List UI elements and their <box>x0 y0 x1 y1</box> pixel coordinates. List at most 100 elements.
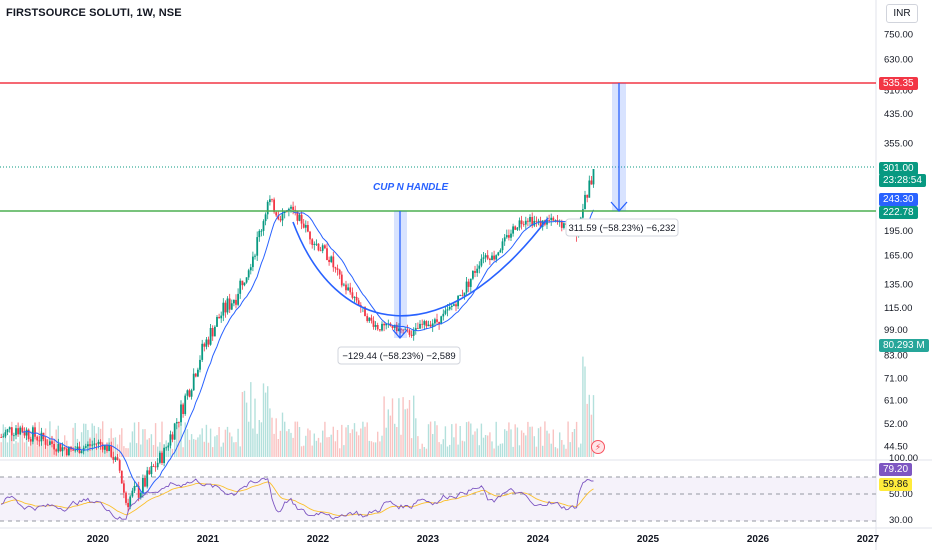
volume-bar <box>514 424 516 457</box>
volume-bar <box>578 447 580 457</box>
candle-body <box>25 429 28 436</box>
candle-body <box>313 243 316 245</box>
lightning-icon[interactable]: ⚡ <box>591 440 605 454</box>
volume-bar <box>548 433 550 457</box>
volume-bar <box>186 429 189 457</box>
volume-bar <box>584 366 586 457</box>
volume-bar <box>396 427 398 457</box>
symbol-title[interactable]: FIRSTSOURCE SOLUTI, 1W, NSE <box>6 7 182 19</box>
candle-body <box>516 227 519 230</box>
volume-bar <box>582 356 584 457</box>
volume-bar <box>372 442 375 457</box>
volume-bar <box>580 443 582 457</box>
candle-body <box>440 316 443 325</box>
volume-bar <box>480 423 483 457</box>
volume-bar <box>336 430 339 457</box>
candle-body <box>279 219 282 221</box>
volume-bar <box>563 444 565 457</box>
candle-body <box>188 390 191 397</box>
candle-body <box>563 223 565 228</box>
candle-body <box>127 502 129 508</box>
volume-bar <box>434 421 436 457</box>
ma-line <box>22 209 594 494</box>
candle-body <box>245 277 248 283</box>
volume-bar <box>387 409 389 457</box>
candle-body <box>345 284 347 291</box>
volume-bar <box>294 421 296 457</box>
candle-body <box>159 452 161 463</box>
candle-body <box>118 460 121 471</box>
candle-body <box>106 445 108 451</box>
volume-bar <box>205 424 208 457</box>
volume-bar <box>527 421 529 457</box>
volume-bar <box>0 442 2 457</box>
volume-bar <box>510 429 512 457</box>
candle-body <box>302 223 305 228</box>
candle-body <box>241 280 244 286</box>
candle-body <box>590 180 593 185</box>
time-axis[interactable]: 2020 2021 2022 2023 2024 2025 2026 2027 <box>87 534 880 545</box>
candle-body <box>586 194 589 198</box>
currency-button[interactable]: INR <box>886 4 918 23</box>
volume-bar <box>408 400 411 457</box>
cup-curve[interactable] <box>292 217 549 317</box>
rsi-ma-badge: 59.86 <box>879 478 913 491</box>
volume-bar <box>262 383 265 457</box>
volume-bar <box>531 426 533 457</box>
volume-bar <box>377 431 379 457</box>
candle-body <box>254 255 256 257</box>
candle-body <box>216 317 218 327</box>
candle-body <box>180 404 182 423</box>
candle-body <box>125 492 127 503</box>
candle-body <box>112 456 115 460</box>
target-measure-label-box <box>565 218 679 237</box>
volume-bar <box>453 437 455 457</box>
candle-body <box>501 241 504 251</box>
volume-bar <box>550 443 552 457</box>
volume-bar <box>214 436 216 457</box>
candle-body <box>379 329 381 331</box>
candle-body <box>469 278 472 287</box>
support-price-badge: 222.78 <box>879 206 918 219</box>
candle-body <box>421 323 424 325</box>
cup-measure-label-box <box>337 346 461 365</box>
volume-bar <box>419 448 421 457</box>
volume-bar <box>281 412 284 457</box>
volume-bar <box>226 426 229 457</box>
candle-body <box>101 444 104 450</box>
volume-bar <box>417 436 419 457</box>
price-axis[interactable]: 750.00630.00510.00435.00355.00301.00243.… <box>884 29 913 452</box>
candle-body <box>186 390 189 396</box>
price-tick: 750.00 <box>884 29 913 40</box>
volume-bar <box>539 426 542 457</box>
candle-body <box>402 329 404 331</box>
volume-bar <box>567 421 569 457</box>
volume-bar <box>17 442 19 457</box>
volume-bar <box>476 428 478 457</box>
volume-bar <box>144 429 146 457</box>
candle-body <box>205 339 208 347</box>
candle-body <box>514 226 517 230</box>
candle-body <box>156 462 159 468</box>
volume-bar <box>216 435 218 457</box>
time-tick: 2026 <box>747 534 770 545</box>
candle-body <box>201 343 204 360</box>
candle-body <box>120 470 123 484</box>
volume-bar <box>195 439 197 457</box>
candle-body <box>482 257 485 259</box>
candle-body <box>228 298 231 310</box>
candle-body <box>311 239 314 245</box>
candle-body <box>182 404 184 414</box>
volume-bar <box>461 440 464 457</box>
volume-bar <box>305 435 307 457</box>
volume-bar <box>209 428 212 457</box>
candle-body <box>68 446 70 456</box>
volume-bar <box>484 435 487 457</box>
candle-body <box>235 299 237 305</box>
volume-bar <box>23 442 26 457</box>
volume-bar <box>398 398 400 457</box>
candle-body <box>211 328 214 337</box>
volume-bar <box>518 445 521 457</box>
candle-body <box>336 268 339 270</box>
